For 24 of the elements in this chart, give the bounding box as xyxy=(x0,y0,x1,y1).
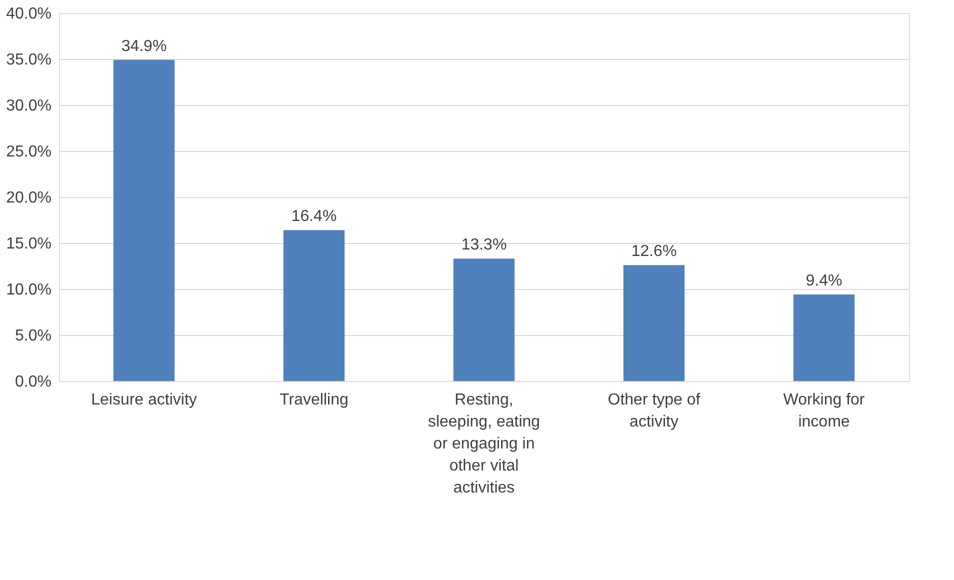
data-label: 34.9% xyxy=(121,38,167,55)
x-tick-label: Working for income xyxy=(783,392,866,430)
x-tick-label: Leisure activity xyxy=(91,392,197,408)
bar xyxy=(793,294,855,381)
y-tick-label: 15.0% xyxy=(6,236,52,252)
bar xyxy=(283,230,345,381)
y-tick-label: 0.0% xyxy=(15,374,52,390)
y-tick-label: 30.0% xyxy=(6,98,52,114)
bar xyxy=(113,60,175,381)
y-tick-label: 5.0% xyxy=(15,328,52,344)
data-label: 13.3% xyxy=(461,236,507,254)
data-label: 16.4% xyxy=(291,208,337,226)
y-tick-label: 25.0% xyxy=(6,144,52,160)
x-tick-label: Travelling xyxy=(280,392,348,408)
data-label: 12.6% xyxy=(631,243,677,260)
x-tick-label: Other type of activity xyxy=(608,392,701,430)
data-label: 9.4% xyxy=(806,272,842,290)
x-tick-label: Resting, sleeping, eating or engaging in other vital activities xyxy=(428,392,540,496)
y-tick-label: 40.0% xyxy=(6,6,52,22)
y-tick-label: 10.0% xyxy=(6,282,52,298)
bar xyxy=(623,265,685,381)
bar xyxy=(453,258,515,381)
y-tick-label: 35.0% xyxy=(6,52,52,68)
y-tick-label: 20.0% xyxy=(6,190,52,206)
